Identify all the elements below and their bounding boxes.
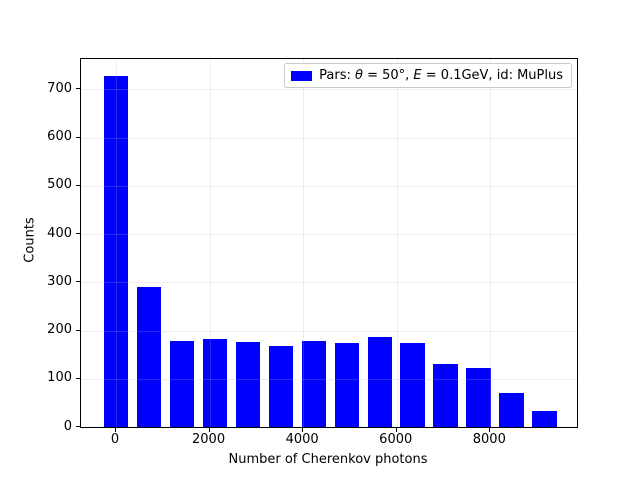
histogram-bar — [202, 339, 228, 427]
y-tick-mark — [76, 329, 80, 331]
legend-text: = 0.1GeV, id: MuPlus — [421, 68, 563, 83]
y-tick-mark — [76, 426, 80, 427]
gridline — [81, 185, 577, 187]
gridline — [209, 59, 211, 427]
y-tick-label: 600 — [47, 129, 72, 145]
histogram-bar — [169, 340, 195, 427]
y-tick-mark — [76, 136, 80, 138]
x-tick-label: 8000 — [472, 432, 506, 447]
gridline — [81, 137, 577, 139]
gridline — [81, 330, 577, 332]
x-tick-label: 2000 — [192, 432, 226, 447]
histogram-bar — [433, 364, 459, 427]
gridline — [81, 89, 577, 91]
legend-swatch — [291, 70, 313, 81]
legend-text: = 50°, — [362, 68, 414, 83]
histogram-bar — [103, 76, 129, 427]
y-tick-mark — [76, 184, 80, 186]
x-tick-mark — [489, 428, 491, 432]
legend: Pars: θ = 50°, E = 0.1GeV, id: MuPlus — [284, 63, 572, 88]
x-tick-mark — [208, 428, 210, 432]
histogram-bar — [532, 410, 558, 427]
x-tick-mark — [302, 428, 304, 432]
gridline — [396, 59, 398, 427]
histogram-bar — [367, 336, 393, 427]
x-tick-mark — [115, 428, 116, 432]
y-tick-label: 0 — [63, 418, 72, 434]
y-axis-label: Counts — [22, 217, 38, 263]
histogram-bar — [268, 346, 294, 427]
legend-math-symbol: E — [413, 68, 422, 83]
y-tick-mark — [76, 88, 80, 90]
histogram-bar — [136, 286, 162, 427]
gridline — [81, 234, 577, 236]
y-tick-label: 700 — [47, 80, 72, 96]
legend-math-symbol: θ — [354, 68, 363, 83]
y-tick-label: 300 — [47, 273, 72, 289]
y-tick-mark — [76, 233, 80, 235]
histogram-bar — [466, 368, 492, 427]
legend-text: Pars: — [319, 68, 355, 83]
plot-area — [80, 58, 578, 428]
histogram-bar — [235, 341, 261, 427]
y-tick-label: 200 — [47, 322, 72, 338]
x-tick-label: 4000 — [285, 432, 319, 447]
histogram-bar — [400, 342, 426, 427]
x-axis-label: Number of Cherenkov photons — [228, 452, 428, 467]
histogram-bar — [301, 340, 327, 427]
histogram-bar — [334, 343, 360, 427]
x-tick-label: 6000 — [379, 432, 413, 447]
gridline — [303, 59, 305, 427]
y-tick-label: 400 — [47, 225, 72, 241]
x-tick-mark — [395, 428, 397, 432]
y-tick-mark — [76, 377, 80, 379]
legend-label: Pars: θ = 50°, E = 0.1GeV, id: MuPlus — [319, 68, 563, 83]
x-tick-label: 0 — [110, 432, 120, 447]
y-tick-label: 100 — [47, 370, 72, 386]
y-tick-mark — [76, 281, 80, 283]
gridline — [81, 378, 577, 380]
histogram-bar — [499, 392, 525, 427]
gridline — [81, 282, 577, 284]
y-tick-label: 500 — [47, 177, 72, 193]
gridline — [490, 59, 492, 427]
gridline — [116, 59, 117, 427]
